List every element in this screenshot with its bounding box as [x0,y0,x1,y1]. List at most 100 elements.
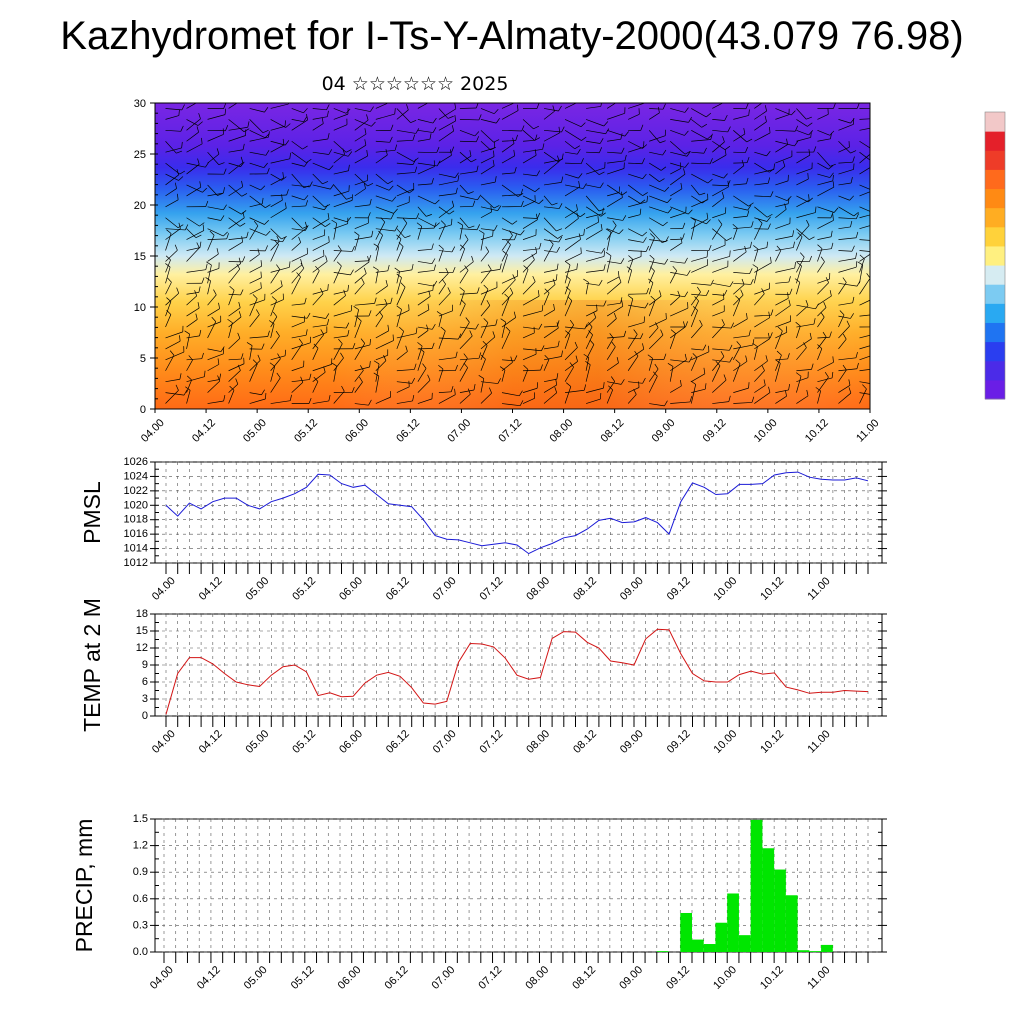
wind-barb [732,363,741,382]
wind-barb [691,256,708,262]
wind-barb [691,162,711,165]
wind-barb-flag [746,138,753,143]
wind-barb [564,268,577,273]
wind-barb [354,222,369,230]
colorbar-swatch [985,131,1005,151]
wind-barb [396,246,404,262]
wind-barb-flag [352,342,356,349]
wind-barb [333,265,342,284]
wind-barb [522,154,537,164]
wind-barb-flag [706,112,712,118]
wind-barb [417,270,435,273]
wind-barb-flag [323,249,325,256]
wind-barb-flag [735,359,741,364]
wind-barb-flag [289,261,291,268]
wind-barb [817,348,823,360]
wind-barb [396,271,400,284]
wind-barb [354,108,371,112]
wind-barb-flag [660,329,664,336]
wind-barb-flag [373,243,379,248]
wind-barb-flag [493,139,500,143]
wind-barb-flag [829,331,832,338]
wind-barb [501,321,506,339]
wind-barb [669,296,681,306]
wind-barb [480,287,498,295]
wind-barb-flag [266,168,270,174]
wind-barb-flag [476,165,479,172]
wind-barb [438,273,449,284]
wind-barb-flag [746,210,750,217]
wind-barb-flag [670,329,676,334]
wind-barb [249,345,253,360]
wind-barb-flag [485,246,490,252]
wind-barb-flag [878,391,881,396]
wind-barb [375,140,390,143]
wind-barb [165,115,179,120]
wind-barb-flag [492,230,494,237]
wind-barb-flag [313,343,319,349]
wind-barb [775,281,789,284]
wind-barb [291,321,305,328]
wind-barb [333,184,347,200]
wind-barb-flag [862,384,867,390]
wind-barb-flag [451,246,456,253]
wind-barb [544,129,562,133]
wind-barb-flag [540,364,543,371]
wind-barb-flag [497,378,501,384]
y-tick-label: 1024 [124,470,148,482]
wind-barb [607,112,625,120]
wind-barb [817,220,834,229]
wind-barb [480,228,495,231]
wind-barb [796,305,809,317]
wind-barb [648,376,658,393]
wind-barb-flag [432,117,437,124]
wind-barb-flag [276,264,281,270]
wind-barb [291,264,303,273]
wind-barb [480,147,495,153]
wind-barb-flag [809,255,812,262]
wind-barb [165,228,181,240]
wind-barb [796,228,810,240]
wind-barb-flag [647,354,653,359]
wind-barb [606,306,623,317]
wind-barb-flag [240,161,245,167]
wind-barb-flag [551,202,558,206]
wind-barb [165,147,182,153]
wind-barb-flag [536,170,540,177]
wind-barb [333,343,343,360]
wind-barb [228,390,235,404]
wind-barb-flag [770,309,774,316]
wind-barb-flag [646,288,649,294]
wind-barb-flag [342,148,345,155]
wind-barb [670,119,689,123]
wind-barb [606,282,622,295]
wind-barb [270,103,289,109]
wind-barb-flag [313,376,319,382]
wind-barb [859,127,870,131]
wind-barb-flag [535,247,538,254]
wind-barb [312,332,327,339]
wind-barb-flag [795,321,801,327]
x-tick-label: 09.12 [701,417,729,445]
wind-barb-flag [745,355,748,362]
wind-barb-flag [454,115,457,122]
wind-barb-flag [239,222,246,227]
wind-barb-flag [558,203,563,209]
wind-barb [628,239,644,243]
wind-barb [228,370,241,382]
wind-barb [565,162,582,165]
wind-barb [522,281,536,295]
wind-barb-flag [574,341,578,348]
wind-barb-flag [633,388,637,395]
precip-bar [738,935,751,952]
wind-barb-flag [765,94,767,100]
wind-barb [649,151,663,156]
wind-barb [585,317,597,328]
wind-barb-flag [271,296,277,301]
wind-barb [375,228,395,232]
x-tick-label: 05.00 [244,575,272,603]
wind-barb-flag [296,272,301,278]
wind-barb-flag [612,220,617,226]
wind-barb-flag [761,365,765,371]
wind-barb [838,325,850,339]
